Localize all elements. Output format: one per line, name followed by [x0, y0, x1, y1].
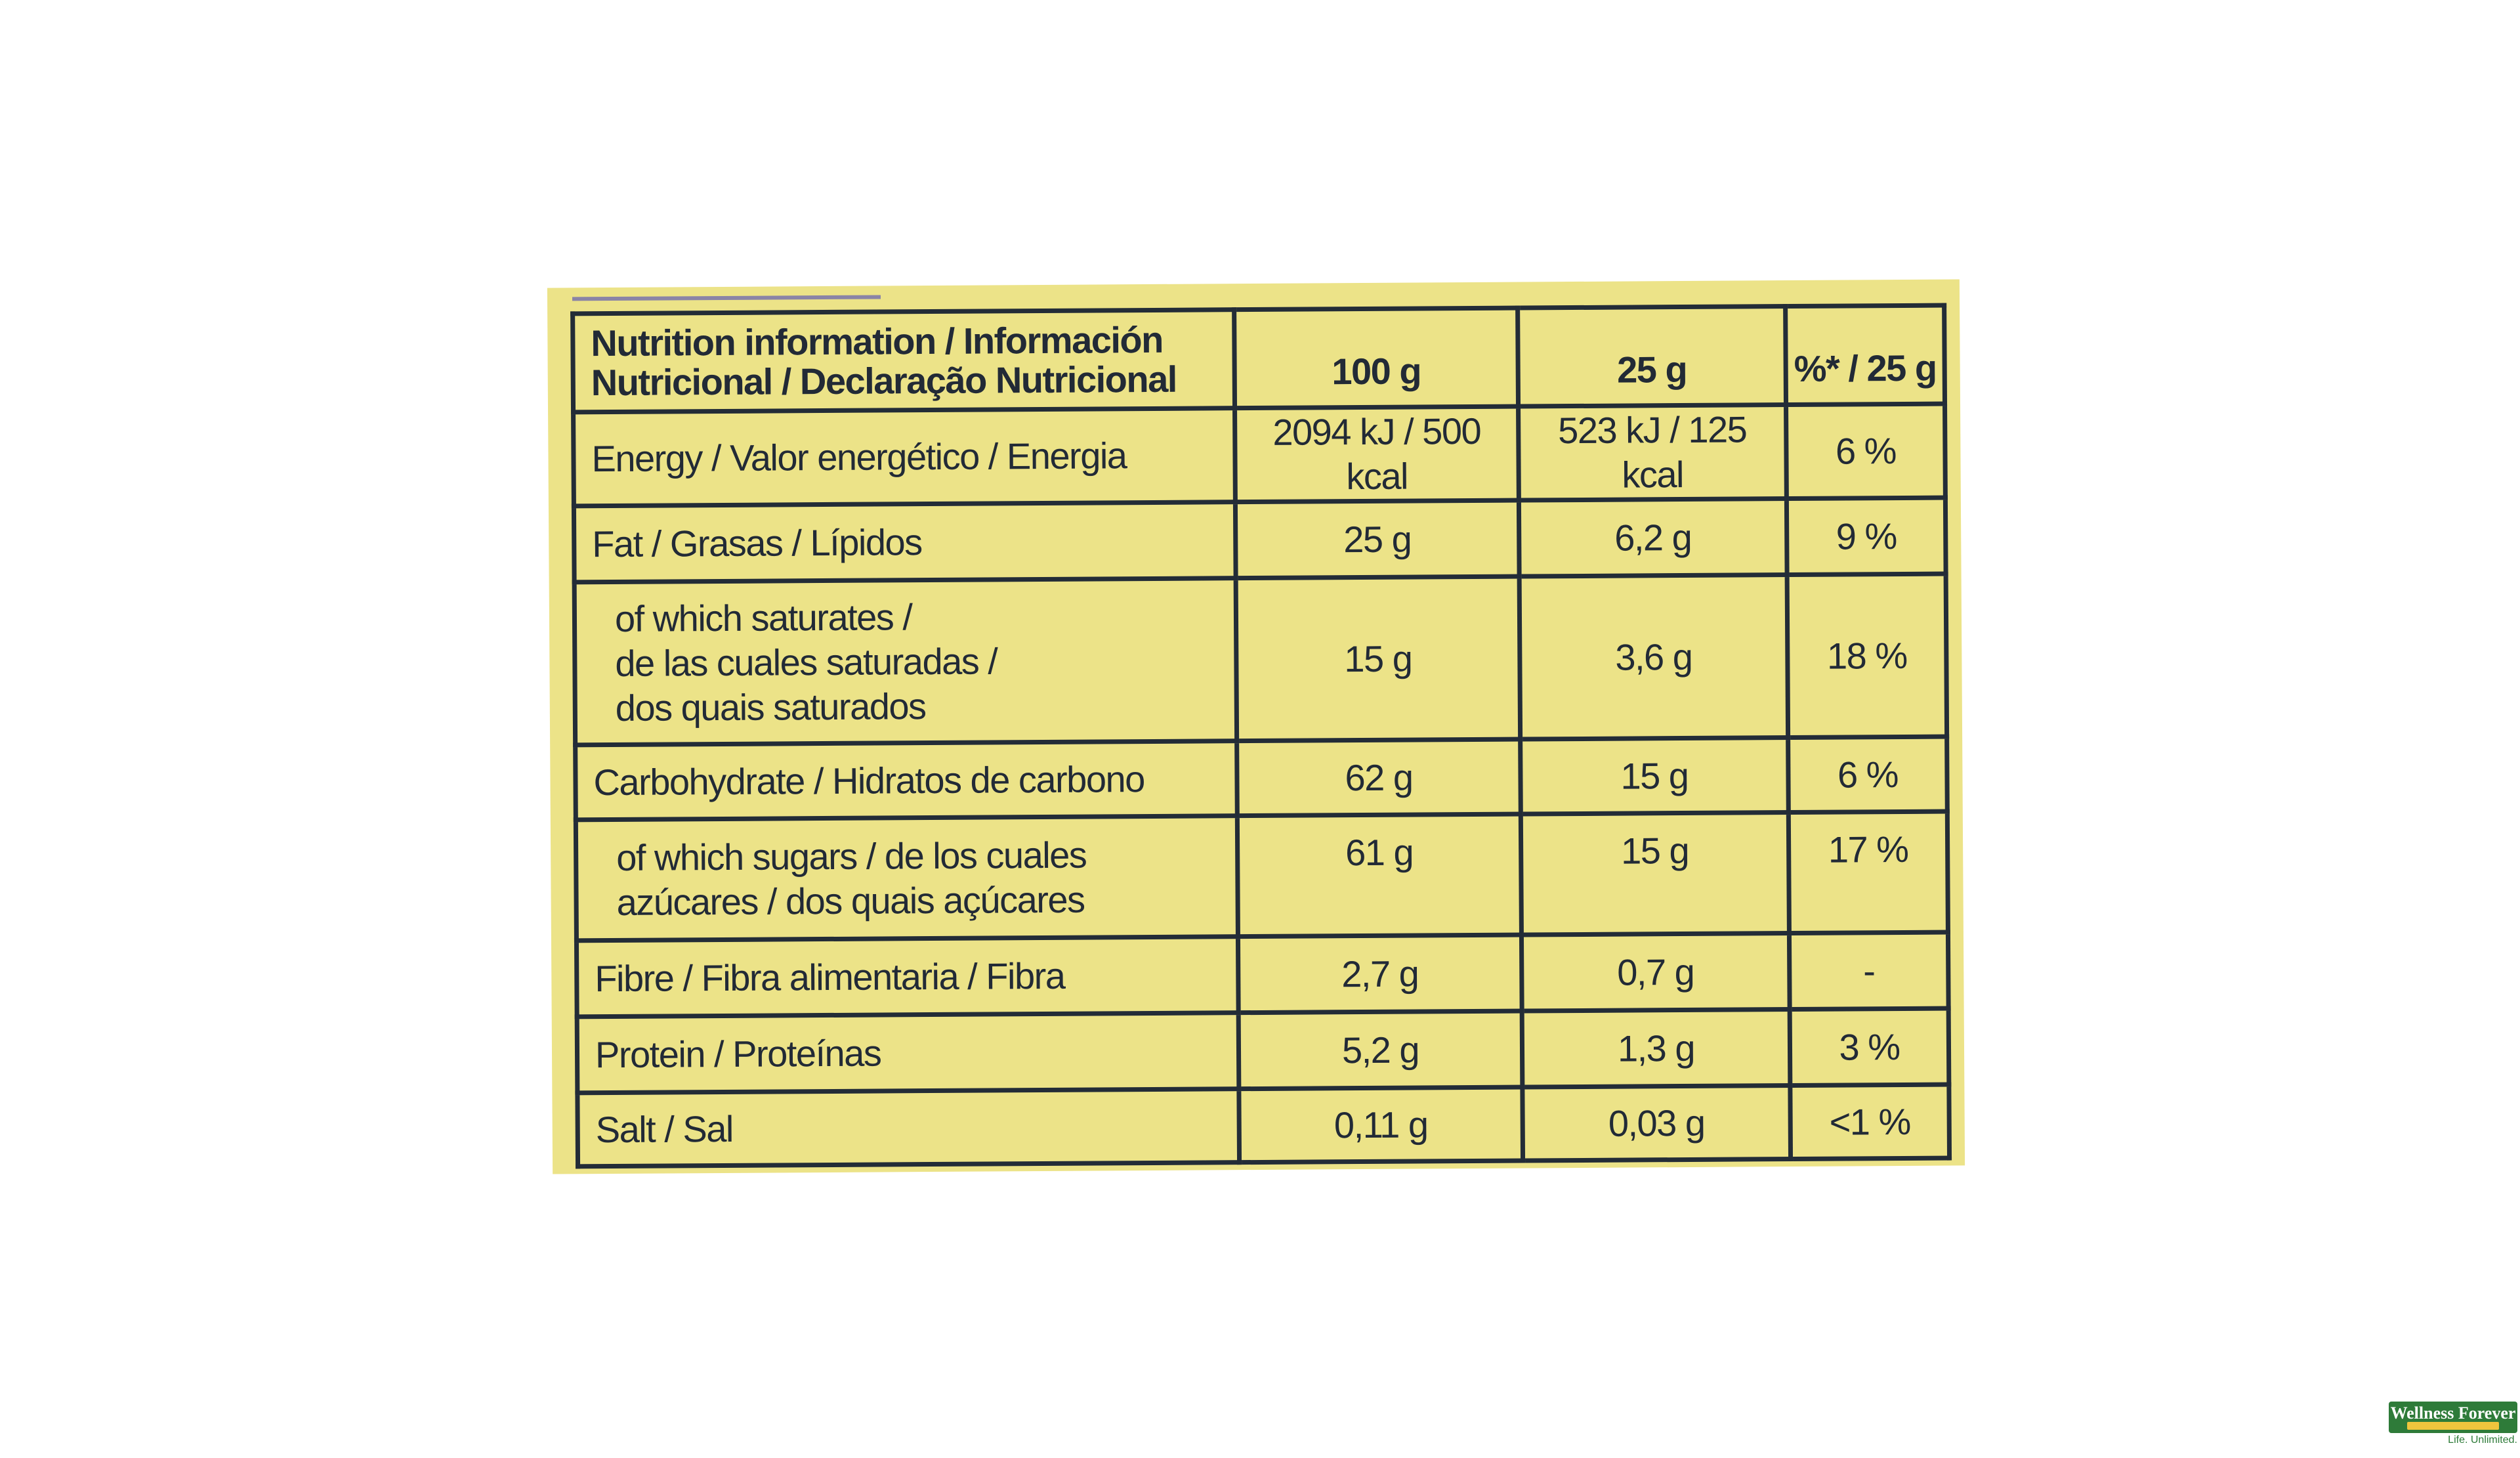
row-value-percent: - [1789, 932, 1949, 1010]
row-value-percent: 6 % [1786, 404, 1946, 499]
row-label: Carbohydrate / Hidratos de carbono [575, 740, 1238, 820]
row-value-percent: 9 % [1786, 498, 1946, 575]
row-value-100g: 2,7 g [1238, 935, 1522, 1013]
row-label: Salt / Sal [577, 1088, 1240, 1167]
row-value-100g: 2094 kJ / 500 kcal [1234, 406, 1519, 502]
row-label: Protein / Proteínas [577, 1012, 1239, 1093]
table-row: Salt / Sal 0,11 g 0,03 g <1 % [577, 1084, 1950, 1167]
logo-brand-text: Wellness Forever [2390, 1404, 2516, 1423]
row-label: Fat / Grasas / Lípidos [574, 502, 1236, 582]
row-value-25g: 15 g [1521, 812, 1790, 935]
row-value-25g: 3,6 g [1519, 574, 1788, 740]
header-100g: 100 g [1234, 308, 1519, 408]
table-row: Protein / Proteínas 5,2 g 1,3 g 3 % [577, 1008, 1949, 1093]
table-row: Carbohydrate / Hidratos de carbono 62 g … [575, 737, 1948, 820]
row-value-100g: 0,11 g [1238, 1087, 1523, 1163]
row-label: Fibre / Fibra alimentaria / Fibra [576, 936, 1239, 1017]
row-value-percent: 18 % [1787, 574, 1947, 738]
row-value-100g: 62 g [1236, 739, 1521, 816]
nutrition-label: Nutrition information / Información Nutr… [547, 279, 1965, 1174]
logo-stripe [2407, 1422, 2499, 1430]
header-percent: %* / 25 g [1785, 305, 1945, 405]
row-value-25g: 523 kJ / 125 kcal [1518, 404, 1787, 501]
row-value-100g: 61 g [1237, 814, 1522, 937]
wellness-forever-logo: Wellness Forever Life. Unlimited. [2389, 1402, 2517, 1447]
logo-badge: Wellness Forever [2389, 1402, 2517, 1433]
header-25g: 25 g [1517, 306, 1786, 407]
row-value-25g: 6,2 g [1519, 498, 1788, 577]
row-value-25g: 0,7 g [1521, 933, 1790, 1012]
row-value-100g: 5,2 g [1238, 1011, 1522, 1089]
table-row: Fibre / Fibra alimentaria / Fibra 2,7 g … [576, 932, 1949, 1017]
row-value-25g: 0,03 g [1522, 1085, 1791, 1161]
row-value-100g: 25 g [1235, 500, 1520, 578]
nutrition-table: Nutrition information / Información Nutr… [570, 303, 1952, 1169]
table-row: Fat / Grasas / Lípidos 25 g 6,2 g 9 % [574, 498, 1946, 582]
row-value-25g: 1,3 g [1522, 1009, 1790, 1088]
row-value-percent: <1 % [1790, 1084, 1950, 1159]
row-label: Energy / Valor energético / Energia [573, 408, 1236, 506]
table-row: of which saturates / de las cuales satur… [574, 574, 1947, 745]
row-label: of which sugars / de los cuales azúcares… [576, 815, 1238, 941]
row-value-percent: 3 % [1790, 1008, 1949, 1086]
row-value-percent: 6 % [1788, 737, 1948, 813]
table-row: of which sugars / de los cuales azúcares… [576, 811, 1948, 941]
table-header-row: Nutrition information / Información Nutr… [572, 305, 1945, 412]
row-value-25g: 15 g [1520, 737, 1789, 815]
row-value-100g: 15 g [1236, 576, 1521, 741]
row-value-percent: 17 % [1788, 811, 1948, 933]
header-label: Nutrition information / Información Nutr… [572, 309, 1235, 412]
table-row: Energy / Valor energético / Energia 2094… [573, 404, 1946, 506]
logo-tagline: Life. Unlimited. [2448, 1434, 2517, 1446]
row-label: of which saturates / de las cuales satur… [574, 578, 1237, 745]
